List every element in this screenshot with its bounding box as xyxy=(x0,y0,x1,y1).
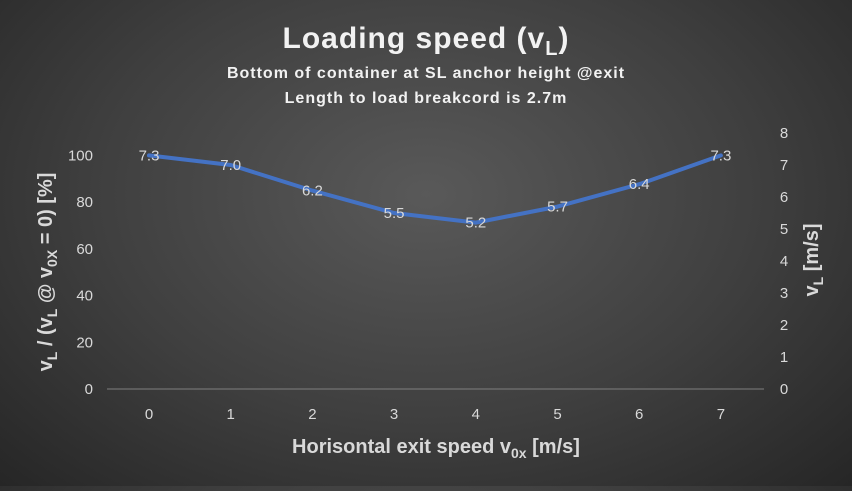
y-left-title-b-sub: L xyxy=(44,308,60,317)
y-left-ticks: 0 20 40 60 80 100 xyxy=(68,147,93,398)
y-right-tick-label: 6 xyxy=(780,189,788,206)
chart-title-subscript: L xyxy=(545,38,558,60)
x-tick-label: 0 xyxy=(145,406,153,423)
data-label: 6.4 xyxy=(629,176,650,193)
x-tick-label: 1 xyxy=(227,406,235,423)
data-label: 7.3 xyxy=(139,147,160,164)
y-right-tick-label: 0 xyxy=(780,381,788,398)
y-right-axis-title: vL [m/s] xyxy=(801,223,826,296)
y-right-tick-label: 5 xyxy=(780,221,788,238)
y-left-tick-label: 80 xyxy=(76,194,93,211)
y-left-title-b: / (v xyxy=(35,316,57,351)
series-line xyxy=(147,153,723,225)
x-axis-title: Horisontal exit speed v0x [m/s] xyxy=(292,436,580,461)
x-axis-title-end: [m/s] xyxy=(527,436,580,458)
y-right-title-b: [m/s] xyxy=(801,223,823,276)
x-axis-title-main: Horisontal exit speed v xyxy=(292,436,512,458)
y-right-tick-label: 4 xyxy=(780,253,788,270)
y-left-title-c-sub: 0X xyxy=(44,249,60,267)
y-right-tick-label: 1 xyxy=(780,349,788,366)
y-right-title-a-sub: L xyxy=(810,276,826,285)
chart-subtitle-line-1: Bottom of container at SL anchor height … xyxy=(227,65,625,82)
y-left-axis-title: vL / (vL @ v0X = 0) [%] xyxy=(35,173,60,372)
chart-title-end: ) xyxy=(558,22,569,55)
data-label: 5.7 xyxy=(547,199,568,216)
data-label: 5.2 xyxy=(465,215,486,232)
x-ticks: 0 1 2 3 4 5 6 7 xyxy=(145,406,725,423)
y-left-title-d: = 0) [%] xyxy=(35,173,57,250)
y-left-tick-label: 40 xyxy=(76,288,93,305)
data-label: 7.0 xyxy=(220,157,241,174)
y-left-title-a: v xyxy=(35,359,57,371)
y-right-tick-label: 3 xyxy=(780,285,788,302)
data-label: 5.5 xyxy=(384,205,405,222)
y-left-tick-label: 20 xyxy=(76,334,93,351)
data-label: 7.3 xyxy=(710,147,731,164)
y-right-tick-label: 7 xyxy=(780,157,788,174)
y-right-tick-label: 8 xyxy=(780,125,788,142)
data-labels: 7.3 7.0 6.2 5.5 5.2 5.7 6.4 7.3 xyxy=(139,147,732,231)
y-left-tick-label: 60 xyxy=(76,241,93,258)
x-tick-label: 5 xyxy=(553,406,561,423)
y-left-title-c: @ v xyxy=(35,266,57,309)
data-label: 6.2 xyxy=(302,183,323,200)
chart-title-main: Loading speed (v xyxy=(283,22,546,55)
y-left-tick-label: 100 xyxy=(68,147,93,164)
x-tick-label: 3 xyxy=(390,406,398,423)
y-right-tick-label: 2 xyxy=(780,317,788,334)
x-tick-label: 6 xyxy=(635,406,643,423)
x-tick-label: 2 xyxy=(308,406,316,423)
chart-title: Loading speed (vL) xyxy=(283,22,570,60)
chart-subtitle-line-2: Length to load breakcord is 2.7m xyxy=(285,90,568,107)
x-tick-label: 7 xyxy=(717,406,725,423)
y-right-ticks: 0 1 2 3 4 5 6 7 8 xyxy=(780,125,788,398)
y-left-tick-label: 0 xyxy=(85,381,93,398)
x-tick-label: 4 xyxy=(472,406,480,423)
x-axis-title-subscript: 0x xyxy=(511,445,527,461)
y-left-title-a-sub: L xyxy=(44,351,60,360)
y-right-title-a: v xyxy=(801,285,823,297)
